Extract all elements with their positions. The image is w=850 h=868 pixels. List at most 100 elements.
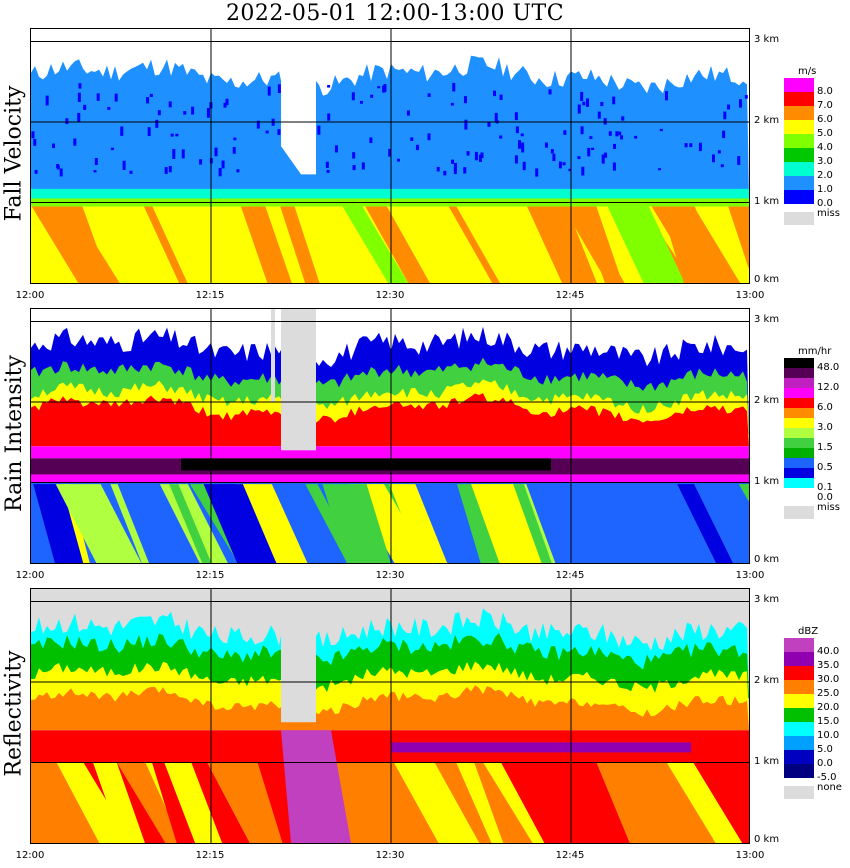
heatmap-cell xyxy=(604,152,608,158)
heatmap-streak xyxy=(527,206,594,283)
heatmap-cell xyxy=(535,168,539,177)
legend-label: 15.0 xyxy=(817,716,840,727)
x-tick-1215: 12:15 xyxy=(195,570,225,581)
heatmap-cell xyxy=(157,110,161,116)
heatmap-streak xyxy=(280,206,320,283)
heatmap-cell xyxy=(168,101,172,108)
legend-swatch xyxy=(784,708,814,722)
fall-velocity-gap xyxy=(281,29,316,175)
heatmap-cell xyxy=(612,96,616,105)
heatmap-cell xyxy=(233,137,237,141)
legend-swatch xyxy=(784,694,814,708)
heatmap-cell xyxy=(77,92,81,103)
refl-core xyxy=(281,730,351,843)
heatmap-cell xyxy=(427,133,431,141)
legend-label: 1.0 xyxy=(817,184,833,195)
heatmap-cell xyxy=(110,147,114,151)
heatmap-cell xyxy=(620,135,624,140)
heatmap-cell xyxy=(172,149,176,159)
chart-title: 2022-05-01 12:00-13:00 UTC xyxy=(225,1,565,26)
legend-label: 7.0 xyxy=(817,100,833,111)
legend-swatch xyxy=(784,78,814,92)
heatmap-cell xyxy=(452,82,456,92)
heatmap-cell xyxy=(265,130,269,134)
x-tick-1200: 12:00 xyxy=(15,570,45,581)
heatmap-cell xyxy=(73,138,77,146)
heatmap-cell xyxy=(603,118,607,125)
legend-swatch xyxy=(784,736,814,750)
heatmap-cell xyxy=(689,143,693,148)
refl-layer-purple xyxy=(391,742,691,753)
legend-swatch xyxy=(784,428,814,438)
heatmap-cell xyxy=(327,113,331,121)
heatmap-cell xyxy=(31,131,35,139)
heatmap-cell xyxy=(517,140,521,149)
heatmap-cell xyxy=(737,156,741,166)
heatmap-cell xyxy=(494,112,498,122)
heatmap-cell xyxy=(612,162,616,171)
heatmap-cell xyxy=(621,116,625,121)
heatmap-streak xyxy=(677,484,733,563)
heatmap-cell xyxy=(65,118,69,125)
heatmap-streak xyxy=(471,484,542,563)
heatmap-cell xyxy=(56,165,60,170)
heatmap-cell xyxy=(170,133,174,137)
heatmap-streak xyxy=(164,762,223,843)
legend-label: 0.1 xyxy=(817,482,833,493)
heatmap-cell xyxy=(568,168,572,172)
heatmap-cell xyxy=(236,169,240,173)
panel-ylabel: Fall Velocity xyxy=(1,85,27,221)
height-tick-3km: 3 km xyxy=(754,34,780,45)
x-tick-1300: 13:00 xyxy=(735,570,765,581)
legend-swatch xyxy=(784,176,814,190)
x-tick-1200: 12:00 xyxy=(15,850,45,861)
heatmap-cell xyxy=(711,154,715,163)
heatmap-cell xyxy=(94,158,98,165)
heatmap-cell xyxy=(122,160,126,170)
panel-ylabel: Rain Intensity xyxy=(1,354,27,512)
heatmap-cell xyxy=(463,96,467,104)
height-tick-0km: 0 km xyxy=(754,834,780,845)
legend-label: -5.0 xyxy=(817,772,837,783)
legend-swatch xyxy=(784,106,814,120)
legend-label: 4.0 xyxy=(817,142,833,153)
heatmap-streak xyxy=(322,484,391,563)
heatmap-cell xyxy=(581,166,585,176)
heatmap-cell xyxy=(183,110,187,115)
legend-missing-swatch xyxy=(784,506,814,519)
heatmap-streak xyxy=(240,206,292,283)
height-tick-2km: 2 km xyxy=(754,115,780,126)
legend-swatch xyxy=(784,148,814,162)
legend-label: 5.0 xyxy=(817,744,833,755)
legend-swatch xyxy=(784,468,814,478)
legend-swatch xyxy=(784,488,814,498)
heatmap-cell xyxy=(199,159,203,165)
heatmap-cell xyxy=(33,138,37,146)
heatmap-cell xyxy=(410,137,414,141)
heatmap-cell xyxy=(277,84,281,94)
heatmap-cell xyxy=(129,170,133,174)
heatmap-cell xyxy=(618,131,622,136)
heatmap-streak xyxy=(448,206,500,283)
heatmap-streak xyxy=(33,484,84,563)
heatmap-cell xyxy=(744,94,748,99)
heatmap-cell xyxy=(443,170,447,176)
heatmap-streak xyxy=(93,762,145,843)
rain-missing xyxy=(271,309,275,402)
heatmap-cell xyxy=(155,119,159,128)
legend-swatch xyxy=(784,478,814,488)
legend-swatch xyxy=(784,722,814,736)
legend-label: 1.5 xyxy=(817,442,833,453)
legend-swatch xyxy=(784,448,814,458)
heatmap-cell xyxy=(738,99,742,108)
heatmap-streak xyxy=(143,206,188,283)
legend-swatch xyxy=(784,358,814,368)
heatmap-cell xyxy=(206,107,210,118)
heatmap-streak xyxy=(169,484,212,563)
legend-label: 0.0 xyxy=(817,758,833,769)
heatmap-streak xyxy=(462,762,504,843)
rain-layer-magenta xyxy=(31,446,749,459)
heatmap-cell xyxy=(59,168,63,177)
legend-label: 12.0 xyxy=(817,382,840,393)
x-tick-1230: 12:30 xyxy=(375,850,405,861)
